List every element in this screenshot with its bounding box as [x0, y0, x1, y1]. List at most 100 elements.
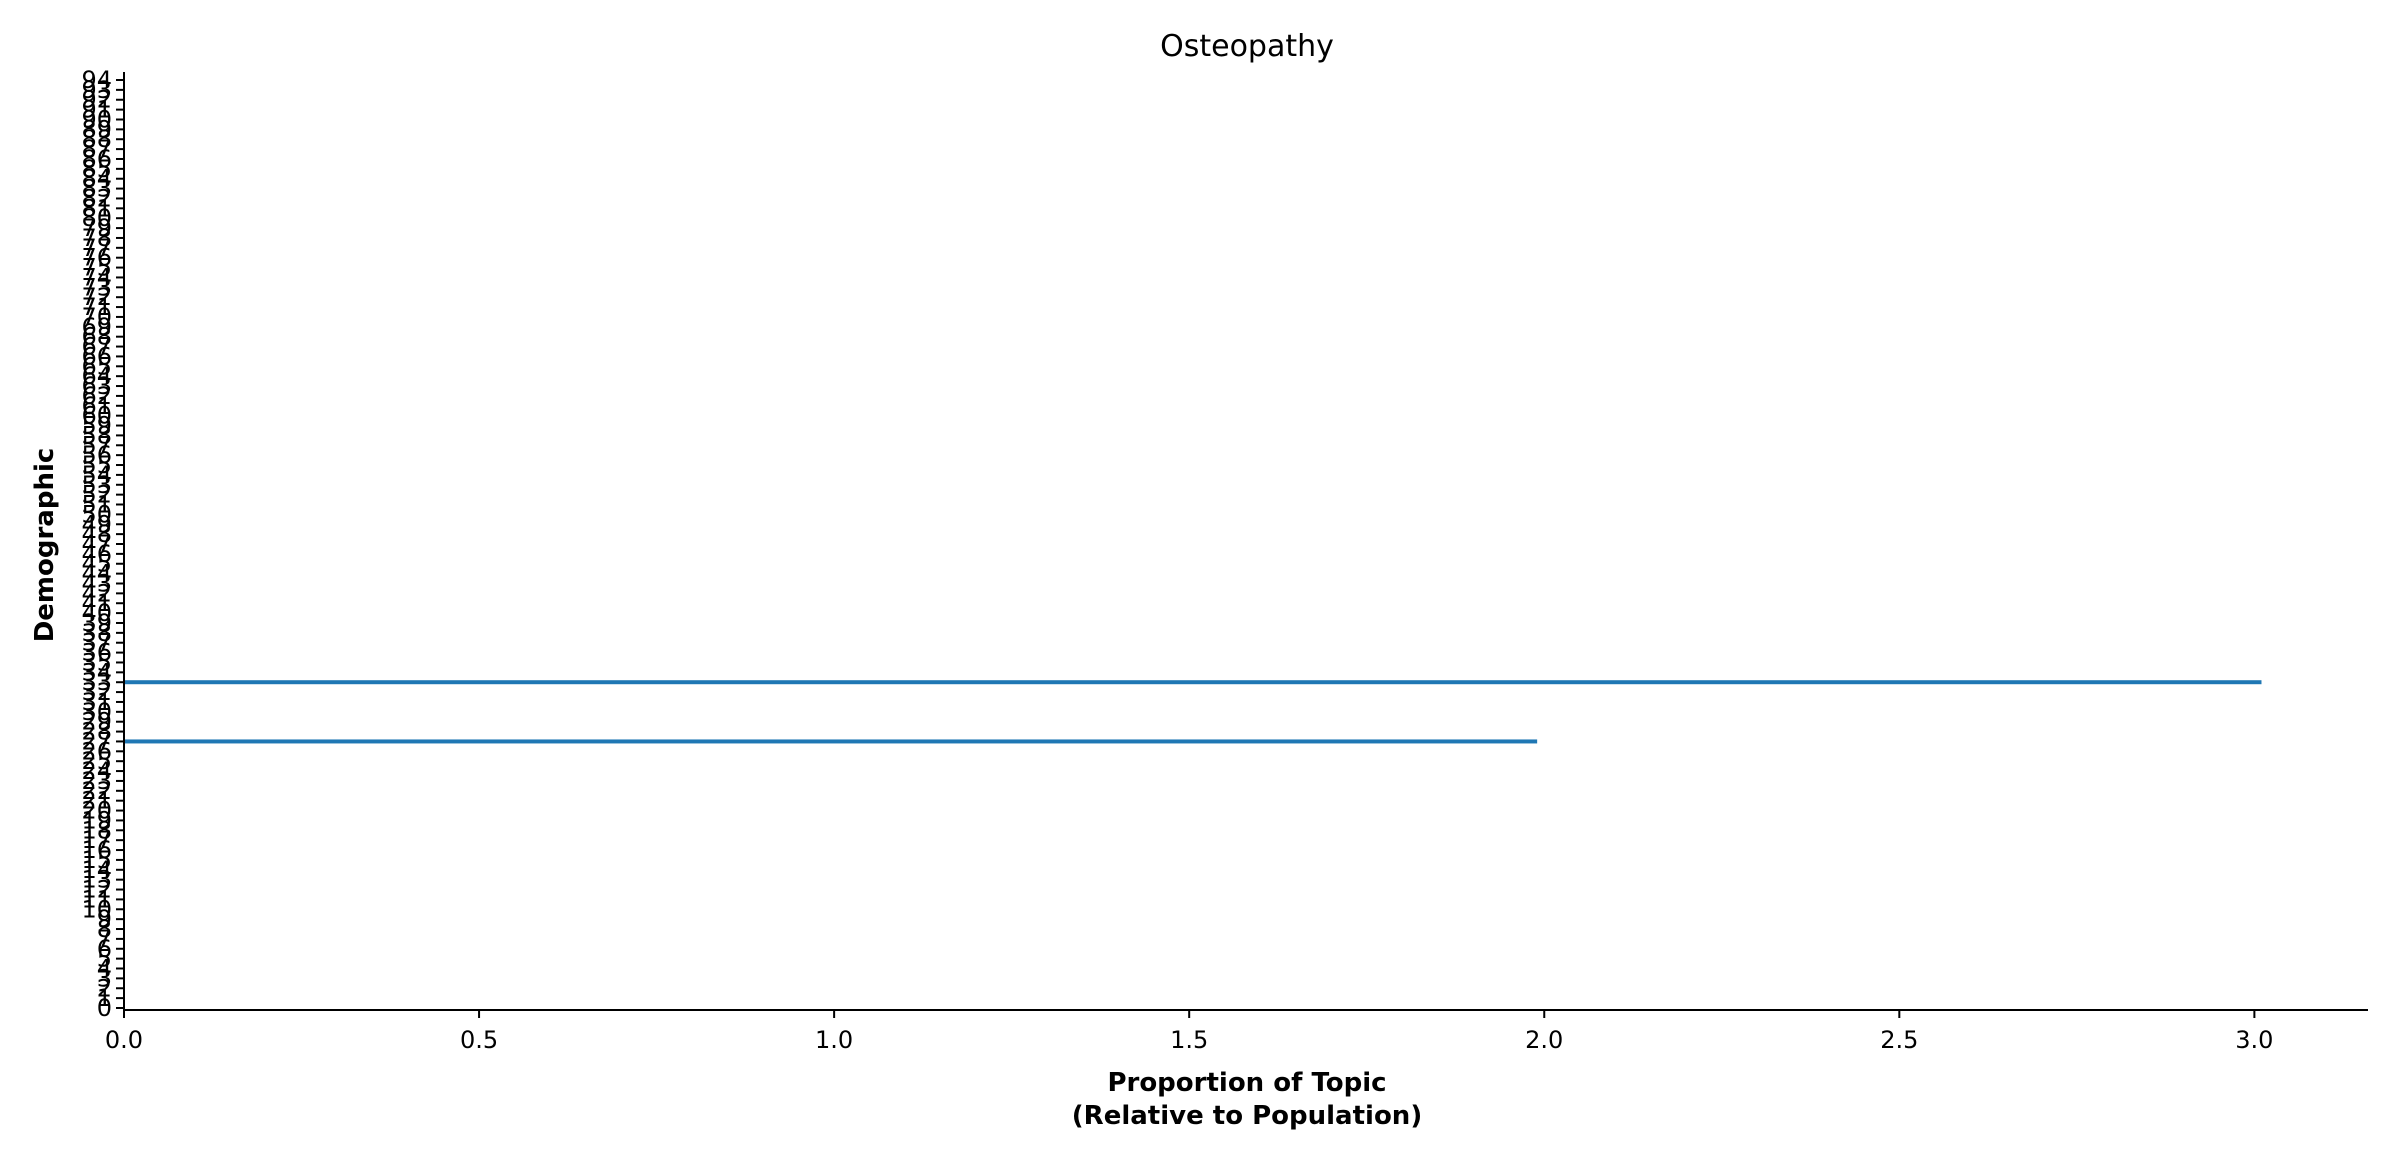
y-tick-label: 29 — [81, 708, 112, 736]
y-tick-label: 55 — [81, 451, 112, 479]
y-tick-label: 50 — [81, 500, 112, 528]
x-tick-label: 3.0 — [2235, 1026, 2273, 1054]
y-tick-label: 76 — [81, 244, 112, 272]
y-tick-label: 47 — [81, 530, 112, 558]
y-tick-label: 19 — [81, 806, 112, 834]
y-tick-label: 71 — [81, 293, 112, 321]
y-tick-label: 91 — [81, 96, 112, 124]
y-tick-label: 37 — [81, 629, 112, 657]
x-tick-label: 0.0 — [105, 1026, 143, 1054]
y-tick-label: 16 — [81, 836, 112, 864]
y-tick-label: 53 — [81, 471, 112, 499]
y-tick-label: 18 — [81, 816, 112, 844]
y-tick-label: 74 — [81, 263, 112, 291]
y-tick-label: 52 — [81, 481, 112, 509]
x-axis-label-line-2: (Relative to Population) — [1072, 1101, 1422, 1131]
y-tick-label: 86 — [81, 145, 112, 173]
y-tick-label: 46 — [81, 540, 112, 568]
y-tick-label: 35 — [81, 648, 112, 676]
y-tick-label: 24 — [81, 757, 112, 785]
y-tick-label: 39 — [81, 609, 112, 637]
y-tick-label: 6 — [97, 935, 112, 963]
y-tick-label: 28 — [81, 718, 112, 746]
y-tick-label: 33 — [81, 668, 112, 696]
y-tick-label: 13 — [81, 866, 112, 894]
y-tick-label: 69 — [81, 313, 112, 341]
y-tick-label: 48 — [81, 520, 112, 548]
y-tick-label: 90 — [81, 105, 112, 133]
x-ticks: 0.0 0.5 1.0 1.5 2.0 2.5 3.0 — [105, 1010, 2273, 1054]
y-tick-label: 1 — [97, 984, 112, 1012]
bar-33 — [124, 680, 2262, 685]
y-tick-label: 88 — [81, 125, 112, 153]
y-tick-label: 2 — [97, 974, 112, 1002]
y-tick-label: 34 — [81, 658, 112, 686]
x-axis-label-line-1: Proportion of Topic — [1107, 1068, 1386, 1098]
y-tick-label: 68 — [81, 323, 112, 351]
y-tick-label: 43 — [81, 569, 112, 597]
bar-27 — [124, 739, 1538, 744]
y-tick-label: 77 — [81, 234, 112, 262]
x-tick-label: 1.0 — [815, 1026, 853, 1054]
y-tick-label: 85 — [81, 155, 112, 183]
x-tick-label: 1.5 — [1170, 1026, 1208, 1054]
y-tick-label: 92 — [81, 86, 112, 114]
y-tick-label: 56 — [81, 441, 112, 469]
y-tick-label: 54 — [81, 461, 112, 489]
y-tick-label: 36 — [81, 639, 112, 667]
y-tick-label: 21 — [81, 787, 112, 815]
y-tick-label: 7 — [97, 925, 112, 953]
y-tick-label: 66 — [81, 342, 112, 370]
y-tick-label: 3 — [97, 964, 112, 992]
y-tick-label: 93 — [81, 76, 112, 104]
y-tick-label: 58 — [81, 421, 112, 449]
y-tick-label: 40 — [81, 599, 112, 627]
y-tick-label: 82 — [81, 184, 112, 212]
y-tick-label: 27 — [81, 727, 112, 755]
y-tick-label: 59 — [81, 412, 112, 440]
y-tick-label: 23 — [81, 767, 112, 795]
y-tick-label: 67 — [81, 333, 112, 361]
y-tick-label: 12 — [81, 876, 112, 904]
x-tick-label: 0.5 — [460, 1026, 498, 1054]
y-tick-label: 83 — [81, 175, 112, 203]
bars-layer — [124, 680, 2262, 744]
y-tick-label: 10 — [81, 895, 112, 923]
y-tick-label: 62 — [81, 382, 112, 410]
y-tick-label: 51 — [81, 491, 112, 519]
y-tick-label: 17 — [81, 826, 112, 854]
y-tick-label: 25 — [81, 747, 112, 775]
y-tick-label: 72 — [81, 283, 112, 311]
y-tick-label: 42 — [81, 579, 112, 607]
y-tick-label: 49 — [81, 510, 112, 538]
y-tick-label: 30 — [81, 698, 112, 726]
y-tick-label: 8 — [97, 915, 112, 943]
chart-title: Osteopathy — [1160, 29, 1334, 64]
y-tick-label: 87 — [81, 135, 112, 163]
y-tick-label: 80 — [81, 204, 112, 232]
y-tick-label: 81 — [81, 194, 112, 222]
y-tick-label: 78 — [81, 224, 112, 252]
y-ticks: 0123456789101112131415161718192021222324… — [81, 66, 124, 1022]
y-tick-label: 26 — [81, 737, 112, 765]
y-tick-label: 15 — [81, 846, 112, 874]
y-tick-label: 31 — [81, 688, 112, 716]
y-axis-label: Demographic — [30, 448, 60, 643]
y-tick-label: 57 — [81, 431, 112, 459]
y-tick-label: 64 — [81, 362, 112, 390]
y-tick-label: 44 — [81, 560, 112, 588]
y-tick-label: 9 — [97, 905, 112, 933]
y-tick-label: 38 — [81, 619, 112, 647]
y-tick-label: 61 — [81, 392, 112, 420]
x-tick-label: 2.5 — [1880, 1026, 1918, 1054]
y-tick-label: 22 — [81, 777, 112, 805]
y-tick-label: 65 — [81, 352, 112, 380]
y-tick-label: 45 — [81, 550, 112, 578]
y-tick-label: 14 — [81, 856, 112, 884]
x-tick-label: 2.0 — [1525, 1026, 1563, 1054]
y-tick-label: 60 — [81, 402, 112, 430]
y-tick-label: 0 — [97, 994, 112, 1022]
y-tick-label: 84 — [81, 165, 112, 193]
y-tick-label: 4 — [97, 955, 112, 983]
